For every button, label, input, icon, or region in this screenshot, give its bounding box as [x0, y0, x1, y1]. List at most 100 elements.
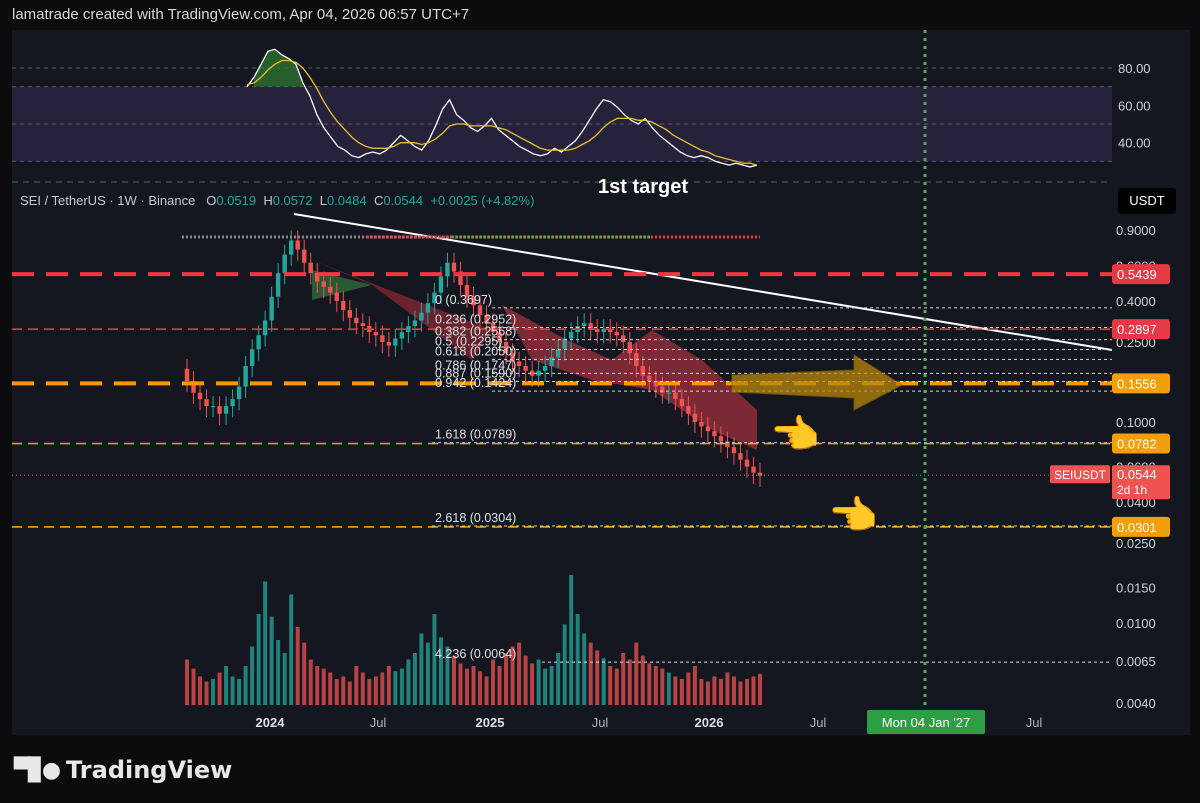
time-tick-label: Jul — [1026, 715, 1043, 730]
volume-bar — [731, 676, 736, 705]
low-label: L — [319, 193, 327, 208]
volume-bar — [549, 666, 554, 705]
candle-body — [341, 300, 346, 311]
volume-bar — [712, 676, 717, 705]
candle-body — [445, 262, 450, 277]
volume-bar — [315, 666, 320, 705]
candle-body — [354, 317, 359, 324]
price-tick-label: 0.0250 — [1116, 536, 1156, 551]
volume-bar — [289, 594, 294, 705]
candle-body — [692, 413, 698, 423]
low-value: 0.0484 — [326, 193, 367, 208]
volume-bar — [432, 614, 437, 705]
candle-body — [269, 296, 274, 321]
candle-body — [510, 353, 515, 362]
open-label: O — [206, 193, 217, 208]
candle-body — [562, 338, 567, 350]
volume-bar — [738, 681, 743, 705]
high-label: H — [263, 193, 273, 208]
candle-body — [523, 365, 528, 371]
candle-body — [666, 392, 672, 394]
volume-bar — [334, 679, 339, 705]
price-level-label: 0.5439 — [1117, 267, 1157, 282]
price-tick-label: 0.4000 — [1116, 294, 1156, 309]
bearish-wedge-fill — [312, 260, 492, 360]
pointing-hand-icon: 👈 — [828, 494, 878, 538]
candle-body — [347, 310, 352, 318]
volume-bar — [484, 676, 489, 705]
oscillator-line — [246, 48, 758, 168]
volume-bar — [530, 663, 535, 705]
price-tick-label: 0.0150 — [1116, 581, 1156, 596]
volume-bar — [725, 672, 730, 705]
volume-bar — [373, 676, 378, 705]
oscillator-ma-line — [246, 59, 758, 166]
candle-body — [614, 332, 619, 336]
fib-level-label: 0.382 (0.2568) — [435, 325, 516, 339]
chart-canvas[interactable]: 80.0060.0040.000.90000.60000.40000.25000… — [12, 30, 1190, 735]
candle-body — [751, 466, 756, 473]
volume-bar — [445, 646, 450, 705]
candle-body — [712, 431, 717, 437]
candle-body — [744, 459, 750, 467]
candle-body — [191, 380, 196, 393]
candle-body — [380, 335, 385, 343]
symbol-tag — [1050, 465, 1110, 484]
volume-bar — [191, 668, 196, 705]
volume-bar — [412, 653, 417, 705]
volume-bar — [321, 668, 326, 705]
volume-bar — [198, 676, 203, 705]
candle-body — [725, 441, 730, 448]
candle-body — [647, 375, 652, 381]
high-value: 0.0572 — [272, 193, 313, 208]
currency-button[interactable]: USDT — [1118, 188, 1176, 214]
oscillator-tick-label: 40.00 — [1118, 136, 1151, 151]
candle-body — [432, 292, 437, 304]
volume-bar — [588, 642, 593, 705]
volume-bar — [185, 659, 189, 705]
volume-bar — [367, 679, 372, 705]
volume-bar — [692, 666, 697, 705]
volume-bar — [640, 655, 645, 705]
candle-body — [516, 361, 522, 366]
fib-level-label: 0.887 (0.1590) — [435, 367, 516, 381]
price-level-tag — [1112, 373, 1170, 394]
last-price-tag — [1112, 465, 1170, 500]
volume-bar — [705, 681, 710, 705]
candle-body — [236, 386, 242, 400]
candle-body — [386, 342, 392, 346]
price-tick-label: 0.0100 — [1116, 616, 1156, 631]
volume-bar — [510, 646, 515, 705]
candle-body — [568, 332, 574, 339]
candle-body — [757, 472, 763, 476]
projection-arrow — [731, 354, 904, 411]
candle-body — [484, 315, 489, 324]
oscillator-tick-label: 80.00 — [1118, 61, 1151, 76]
candle-body — [542, 365, 548, 371]
volume-bar — [504, 653, 509, 705]
candle-body — [419, 312, 424, 321]
candle-body — [295, 240, 300, 250]
candle-body — [282, 254, 287, 274]
candle-body — [315, 273, 320, 282]
candle-body — [536, 370, 541, 376]
volume-bar — [653, 666, 658, 705]
candle-body — [204, 399, 209, 407]
fib-level-label: 0.786 (0.1747) — [435, 358, 516, 372]
crosshair-date-label: Mon 04 Jan '27 — [882, 715, 971, 730]
price-level-tag — [1112, 433, 1170, 454]
fib-level-label: 1.618 (0.0789) — [435, 428, 516, 442]
candle-body — [555, 349, 561, 358]
volume-bar — [673, 676, 678, 705]
candle-body — [621, 335, 626, 343]
volume-bar — [217, 672, 222, 705]
close-label: C — [373, 193, 384, 208]
volume-bar — [399, 668, 404, 705]
volume-bar — [464, 668, 469, 705]
volume-bar — [295, 627, 300, 705]
volume-bar — [308, 659, 313, 705]
volume-bar — [406, 659, 411, 705]
price-tick-label: 0.0040 — [1116, 696, 1156, 711]
volume-bar — [621, 653, 626, 705]
candle-body — [581, 323, 587, 327]
